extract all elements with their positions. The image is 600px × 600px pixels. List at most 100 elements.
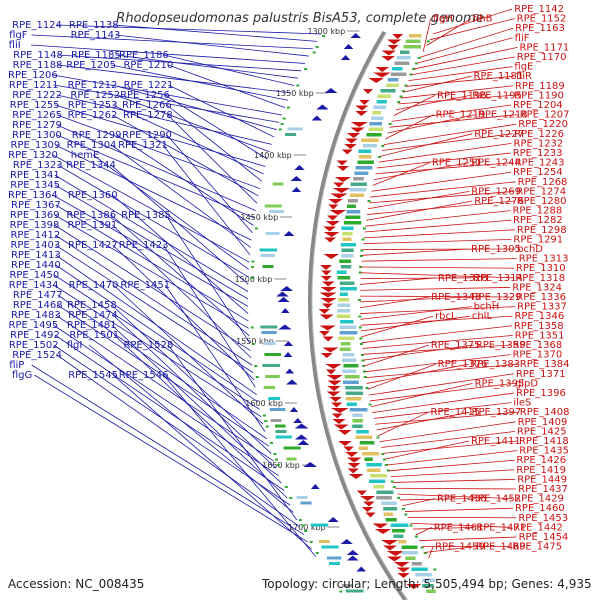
left-leader-line bbox=[56, 114, 261, 189]
forward-gene-arrow bbox=[386, 556, 403, 562]
kbp-tick-label: 1650 kbp bbox=[262, 461, 300, 470]
marker-dot bbox=[404, 84, 408, 87]
reverse-gene-arrow bbox=[289, 407, 299, 412]
forward-gene-arrow bbox=[320, 287, 337, 292]
kbp-tick-label: 1600 kbp bbox=[245, 399, 283, 408]
marker-dot bbox=[404, 513, 408, 516]
forward-gene-arrow bbox=[333, 182, 345, 188]
forward-gene-arrow bbox=[355, 111, 368, 116]
marker-dot bbox=[359, 266, 363, 268]
forward-gene-arrow bbox=[325, 369, 337, 375]
reverse-gene-arrow bbox=[290, 176, 303, 181]
left-leader-line bbox=[163, 244, 256, 388]
gene-category-bar bbox=[337, 303, 351, 307]
right-gene-label: RPE_1371 bbox=[516, 369, 566, 380]
gene-category-bar bbox=[399, 50, 410, 54]
right-leader-line bbox=[368, 191, 470, 210]
right-leader-line bbox=[415, 527, 432, 536]
forward-gene-arrow bbox=[324, 237, 336, 243]
right-leader-line bbox=[364, 219, 511, 233]
gene-category-bar-inner bbox=[265, 232, 280, 235]
right-gene-label: rbcL bbox=[435, 311, 457, 322]
left-leader-line bbox=[56, 24, 322, 35]
right-gene-label: RPE_1358 bbox=[514, 321, 564, 332]
marker-dot bbox=[282, 117, 286, 120]
left-leader-line bbox=[57, 164, 249, 278]
forward-gene-arrow bbox=[320, 298, 337, 303]
gene-category-bar bbox=[338, 298, 350, 302]
left-gene-label: RPE_1398 bbox=[10, 220, 60, 231]
gene-category-bar bbox=[405, 39, 421, 43]
left-leader-line bbox=[56, 94, 272, 145]
right-gene-label: RPE_1282 bbox=[513, 215, 563, 226]
forward-gene-arrow bbox=[392, 34, 404, 39]
gene-category-bar bbox=[336, 314, 351, 318]
right-gene-label: RPE_1329 bbox=[472, 292, 522, 303]
left-gene-label: RPE_1502 bbox=[9, 340, 59, 351]
marker-dot bbox=[273, 453, 277, 455]
reverse-gene-arrow bbox=[285, 368, 295, 374]
left-leader-line bbox=[111, 324, 282, 484]
right-leader-line bbox=[405, 75, 514, 87]
left-gene-label: RPE_1450 bbox=[9, 270, 59, 281]
forward-gene-arrow bbox=[347, 468, 359, 474]
gene-category-bar bbox=[341, 358, 357, 362]
reverse-gene-arrow bbox=[276, 291, 289, 297]
right-gene-label: RPE_1425 bbox=[517, 426, 567, 437]
gene-category-bar-inner bbox=[260, 325, 278, 329]
right-leader-line bbox=[376, 152, 511, 169]
reverse-gene-arrow bbox=[286, 379, 298, 385]
left-gene-label: RPE_1423 bbox=[119, 240, 169, 251]
forward-gene-arrow bbox=[322, 336, 334, 342]
right-leader-line bbox=[389, 114, 518, 128]
marker-dot bbox=[417, 57, 421, 59]
backbone-arc bbox=[308, 30, 407, 600]
kbp-tick-label: 1550 kbp bbox=[236, 337, 274, 346]
right-gene-label: RPE_1298 bbox=[517, 225, 567, 236]
right-gene-label: RPE_1274 bbox=[516, 186, 566, 197]
marker-dot bbox=[401, 90, 405, 92]
right-gene-label: fliF bbox=[515, 33, 530, 44]
right-gene-label: fliR bbox=[516, 71, 532, 82]
left-gene-label: RPE_1483 bbox=[11, 310, 61, 321]
forward-gene-arrow bbox=[326, 391, 341, 397]
left-leader-line bbox=[115, 54, 298, 79]
marker-dot bbox=[322, 35, 325, 37]
forward-gene-arrow bbox=[321, 303, 333, 309]
forward-gene-arrow bbox=[406, 584, 422, 589]
right-leader-line bbox=[414, 47, 518, 70]
right-gene-label: bchH bbox=[474, 302, 500, 313]
right-leader-line bbox=[393, 95, 436, 116]
left-leader-line bbox=[55, 244, 254, 373]
reverse-gene-arrow bbox=[278, 324, 292, 330]
right-gene-label: RPE_1328 bbox=[438, 273, 488, 284]
gene-category-bar-inner bbox=[262, 364, 281, 367]
left-leader-line bbox=[88, 344, 294, 513]
forward-gene-arrow bbox=[326, 215, 339, 221]
right-leader-line bbox=[362, 335, 513, 349]
right-leader-line bbox=[360, 272, 514, 279]
gene-category-bar-inner bbox=[262, 265, 274, 268]
right-gene-label: RPE_1336 bbox=[516, 292, 566, 303]
marker-dot bbox=[397, 497, 401, 499]
gene-category-bar bbox=[340, 243, 356, 247]
gene-category-bar bbox=[377, 94, 391, 98]
kbp-tick-label: 1450 kbp bbox=[240, 213, 278, 222]
left-leader-line bbox=[53, 84, 280, 123]
left-leader-line bbox=[55, 264, 259, 403]
gene-category-bar bbox=[342, 237, 352, 241]
left-gene-label: RPE_1495 bbox=[9, 320, 59, 331]
forward-gene-arrow bbox=[326, 375, 343, 380]
right-gene-label: RPE_1189 bbox=[515, 81, 565, 92]
left-gene-label: RPE_1262 bbox=[68, 110, 118, 121]
gene-category-bar bbox=[339, 331, 358, 335]
right-leader-line bbox=[372, 162, 430, 186]
right-gene-label: RPE_1233 bbox=[513, 148, 563, 159]
right-leader-line bbox=[426, 18, 472, 46]
left-gene-label: RPE_1524 bbox=[12, 350, 62, 361]
right-gene-label: RPE_1449 bbox=[517, 474, 567, 485]
gene-category-bar bbox=[366, 133, 382, 137]
left-gene-label: RPE_1212 bbox=[68, 80, 118, 91]
right-leader-line bbox=[397, 493, 513, 499]
map-title: Rhodopseudomonas palustris BisA53, compl… bbox=[116, 11, 483, 26]
